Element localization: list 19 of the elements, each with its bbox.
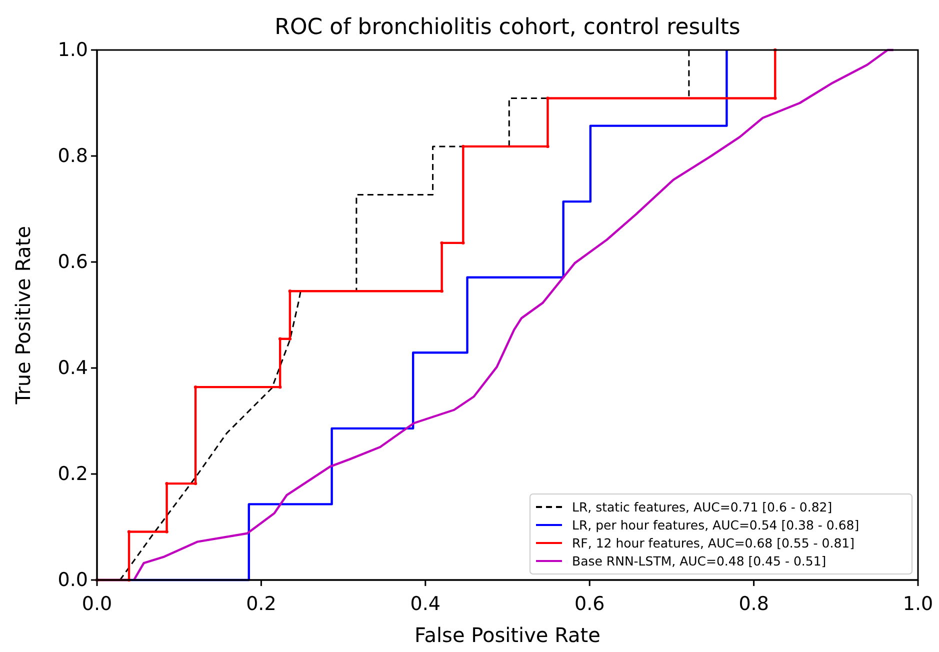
y-tick-label: 1.0 [58,39,88,62]
y-tick-label: 0.8 [58,145,88,168]
legend-label: LR, per hour features, AUC=0.54 [0.38 - 0.68] [572,517,860,532]
y-axis-title: True Positive Rate [11,226,35,406]
legend-label: LR, static features, AUC=0.71 [0.6 - 0.82] [572,499,832,514]
chart-title: ROC of bronchiolitis cohort, control results [274,15,740,40]
x-tick-label: 1.0 [902,592,934,615]
y-tick-label: 0.2 [58,463,88,486]
legend-label: RF, 12 hour features, AUC=0.68 [0.55 - 0.81] [572,535,854,550]
y-tick-label: 0.6 [58,251,88,274]
x-tick-label: 0.2 [246,592,276,615]
y-tick-label: 0.4 [58,357,88,380]
x-tick-label: 0.0 [82,592,112,615]
x-axis-title: False Positive Rate [414,623,600,647]
x-tick-label: 0.8 [738,592,769,615]
legend-label: Base RNN-LSTM, AUC=0.48 [0.45 - 0.51] [572,553,826,568]
y-tick-label: 0.0 [58,569,88,592]
x-tick-label: 0.6 [574,592,605,615]
x-tick-label: 0.4 [410,592,441,615]
